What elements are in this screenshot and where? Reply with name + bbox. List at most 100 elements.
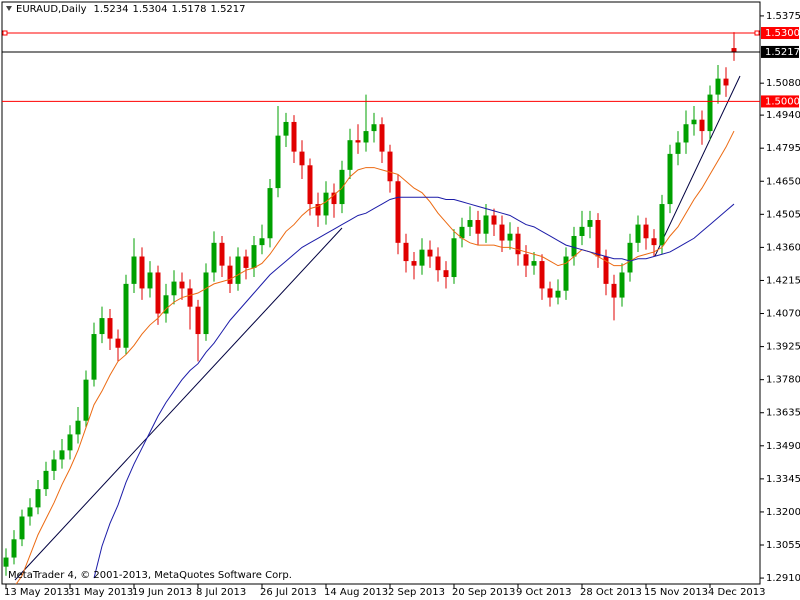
candle-body [731, 48, 737, 52]
candle-body [539, 261, 545, 289]
candle-body [323, 192, 329, 216]
candle-body [83, 379, 89, 421]
candle-body [203, 272, 209, 335]
price-label-box [761, 45, 799, 58]
candle-body [491, 215, 497, 225]
candle-body [243, 256, 249, 268]
chart-header: EURAUD,Daily 1.5234 1.5304 1.5178 1.5217 [16, 4, 246, 15]
candle-body [571, 235, 577, 257]
candle-body [155, 272, 161, 314]
candle-body [251, 245, 257, 268]
candle-body [691, 119, 697, 125]
header-close: 1.5217 [211, 4, 246, 15]
candle-body [483, 215, 489, 234]
x-tick-label: 8 Jul 2013 [196, 587, 246, 598]
moving-average [93, 196, 735, 579]
candle-body [379, 124, 385, 152]
candle-body [131, 256, 137, 284]
candle-body [395, 181, 401, 243]
x-tick-label: 20 Sep 2013 [452, 587, 515, 598]
x-tick-label: 4 Dec 2013 [708, 587, 766, 598]
candle-body [51, 459, 57, 471]
candle-body [595, 220, 601, 257]
candle-body [643, 224, 649, 239]
candle-body [499, 224, 505, 241]
candle-body [3, 557, 9, 567]
candle-body [35, 489, 41, 508]
candle-body [283, 121, 289, 136]
candle-body [515, 233, 521, 255]
y-tick-label: 1.2910 [766, 573, 800, 584]
price-label: 1.5300 [765, 28, 800, 39]
candle-body [291, 121, 297, 152]
candle-body [507, 233, 513, 241]
line-handle [754, 30, 760, 36]
y-tick-label: 1.5080 [766, 78, 800, 89]
candle-body [107, 318, 113, 339]
y-tick-label: 1.4070 [766, 309, 800, 320]
candle-body [227, 265, 233, 284]
y-tick-label: 1.3925 [766, 342, 800, 353]
candle-body [115, 338, 121, 348]
x-tick-label: 19 Jun 2013 [132, 587, 192, 598]
line-handle [2, 30, 8, 36]
candle-body [443, 270, 449, 278]
candle-body [363, 131, 369, 143]
price-label-box [761, 27, 799, 40]
candle-body [147, 272, 153, 289]
y-tick-label: 1.4505 [766, 209, 800, 220]
candle-body [723, 78, 729, 86]
x-tick-label: 13 May 2013 [4, 587, 69, 598]
chart-title: EURAUD,Daily [16, 4, 87, 15]
candle-body [651, 238, 657, 246]
candle-body [451, 238, 457, 278]
y-tick-label: 1.3200 [766, 507, 800, 518]
price-label: 1.5217 [765, 47, 800, 58]
candle-body [659, 204, 665, 246]
y-tick-label: 1.3780 [766, 375, 800, 386]
x-tick-label: 14 Aug 2013 [324, 587, 388, 598]
candle-body [179, 281, 185, 289]
candle-body [27, 507, 33, 517]
candle-body [91, 334, 97, 380]
candle-body [123, 283, 129, 348]
candle-body [235, 256, 241, 284]
candle-body [707, 94, 713, 132]
candle-body [211, 242, 217, 273]
candle-body [563, 256, 569, 291]
candle-body [619, 272, 625, 298]
candle-body [635, 224, 641, 243]
candle-body [355, 140, 361, 143]
header-open: 1.5234 [94, 4, 129, 15]
y-tick-label: 1.4360 [766, 242, 800, 253]
candle-body [67, 434, 73, 451]
candle-body [579, 226, 585, 236]
candle-body [371, 124, 377, 132]
candle-body [555, 290, 561, 298]
candle-body [139, 256, 145, 289]
trend-line [14, 227, 343, 581]
y-tick-label: 1.4940 [766, 110, 800, 121]
candle-body [163, 295, 169, 314]
symbol-icon [6, 6, 12, 11]
candle-body [387, 151, 393, 182]
y-tick-label: 1.3490 [766, 441, 800, 452]
candle-body [75, 420, 81, 435]
y-tick-label: 1.4650 [766, 176, 800, 187]
candle-body [427, 249, 433, 257]
trend-line [654, 75, 741, 257]
candle-body [459, 226, 465, 239]
candle-body [683, 124, 689, 143]
moving-average [15, 130, 735, 584]
candle-body [339, 169, 345, 205]
candle-body [171, 281, 177, 296]
x-tick-label: 28 Oct 2013 [580, 587, 642, 598]
candle-body [99, 318, 105, 335]
candle-body [467, 220, 473, 227]
candle-body [627, 242, 633, 273]
y-tick-label: 1.5375 [766, 11, 800, 22]
x-tick-label: 9 Oct 2013 [516, 587, 571, 598]
candle-body [675, 142, 681, 154]
candle-body [611, 283, 617, 298]
